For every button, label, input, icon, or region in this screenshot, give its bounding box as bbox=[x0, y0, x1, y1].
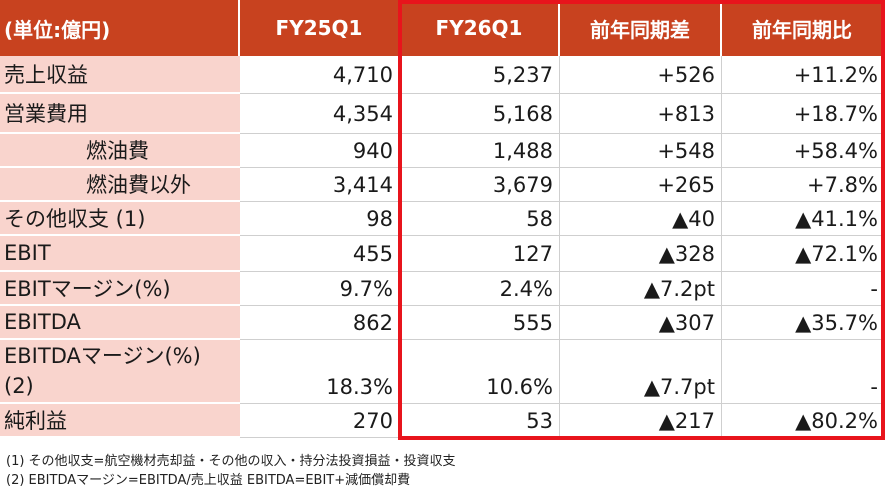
row-label: 売上収益 bbox=[0, 56, 240, 94]
table-row: 純利益 270 53 ▲217 ▲80.2% bbox=[0, 404, 886, 438]
value-yoy-diff: +548 bbox=[560, 134, 722, 168]
table-row: EBITDAマージン(%) (2) 18.3% 10.6% ▲7.7pt - bbox=[0, 340, 886, 404]
row-label: 燃油費 bbox=[0, 134, 240, 168]
footnotes: (1) その他収支=航空機材売却益・その他の収入・持分法投資損益・投資収支 (2… bbox=[6, 452, 455, 490]
value-fy26q1: 5,168 bbox=[400, 94, 560, 134]
value-fy26q1: 2.4% bbox=[400, 272, 560, 306]
value-fy26q1: 53 bbox=[400, 404, 560, 438]
value-fy26q1: 58 bbox=[400, 202, 560, 236]
table-row: 営業費用 4,354 5,168 +813 +18.7% bbox=[0, 94, 886, 134]
header-fy26q1: FY26Q1 bbox=[400, 0, 560, 56]
value-fy25q1: 940 bbox=[240, 134, 400, 168]
value-yoy-diff: +265 bbox=[560, 168, 722, 202]
value-yoy-diff: ▲40 bbox=[560, 202, 722, 236]
value-yoy-diff: ▲307 bbox=[560, 306, 722, 340]
value-fy26q1: 555 bbox=[400, 306, 560, 340]
row-label: 純利益 bbox=[0, 404, 240, 438]
table-row: EBITマージン(%) 9.7% 2.4% ▲7.2pt - bbox=[0, 272, 886, 306]
header-fy25q1: FY25Q1 bbox=[240, 0, 400, 56]
value-yoy-ratio: +18.7% bbox=[722, 94, 884, 134]
value-fy25q1: 455 bbox=[240, 236, 400, 272]
row-label: EBITDA bbox=[0, 306, 240, 340]
value-fy26q1: 127 bbox=[400, 236, 560, 272]
row-label: EBITDAマージン(%) (2) bbox=[0, 340, 240, 404]
value-fy26q1: 5,237 bbox=[400, 56, 560, 94]
footnote-1: (1) その他収支=航空機材売却益・その他の収入・持分法投資損益・投資収支 bbox=[6, 454, 456, 469]
row-label: 営業費用 bbox=[0, 94, 240, 134]
value-yoy-ratio: +58.4% bbox=[722, 134, 884, 168]
value-yoy-diff: +813 bbox=[560, 94, 722, 134]
header-yoy-diff: 前年同期差 bbox=[560, 0, 722, 56]
row-label-line2: (2) bbox=[4, 374, 34, 398]
value-yoy-ratio: ▲72.1% bbox=[722, 236, 884, 272]
value-yoy-diff: ▲217 bbox=[560, 404, 722, 438]
value-yoy-diff: ▲7.2pt bbox=[560, 272, 722, 306]
value-fy25q1: 4,710 bbox=[240, 56, 400, 94]
value-yoy-diff: +526 bbox=[560, 56, 722, 94]
value-fy25q1: 18.3% bbox=[240, 340, 400, 404]
table-row: 売上収益 4,710 5,237 +526 +11.2% bbox=[0, 56, 886, 94]
header-unit: (単位:億円) bbox=[0, 0, 240, 56]
table-row: 燃油費 940 1,488 +548 +58.4% bbox=[0, 134, 886, 168]
table-row: EBIT 455 127 ▲328 ▲72.1% bbox=[0, 236, 886, 272]
value-fy25q1: 270 bbox=[240, 404, 400, 438]
value-yoy-ratio: - bbox=[722, 272, 884, 306]
row-label: その他収支 (1) bbox=[0, 202, 240, 236]
value-fy26q1: 1,488 bbox=[400, 134, 560, 168]
value-fy25q1: 4,354 bbox=[240, 94, 400, 134]
value-fy25q1: 862 bbox=[240, 306, 400, 340]
value-yoy-ratio: +7.8% bbox=[722, 168, 884, 202]
row-label: EBITマージン(%) bbox=[0, 272, 240, 306]
value-fy26q1: 10.6% bbox=[400, 340, 560, 404]
value-fy26q1: 3,679 bbox=[400, 168, 560, 202]
value-yoy-diff: ▲328 bbox=[560, 236, 722, 272]
row-label-line1: EBITDAマージン(%) bbox=[4, 344, 201, 368]
footnote-2: (2) EBITDAマージン=EBITDA/売上収益 EBITDA=EBIT+減… bbox=[6, 473, 411, 488]
value-fy25q1: 9.7% bbox=[240, 272, 400, 306]
value-fy25q1: 98 bbox=[240, 202, 400, 236]
value-fy25q1: 3,414 bbox=[240, 168, 400, 202]
value-yoy-ratio: +11.2% bbox=[722, 56, 884, 94]
table-row: EBITDA 862 555 ▲307 ▲35.7% bbox=[0, 306, 886, 340]
table-row: 燃油費以外 3,414 3,679 +265 +7.8% bbox=[0, 168, 886, 202]
row-label: 燃油費以外 bbox=[0, 168, 240, 202]
value-yoy-ratio: ▲35.7% bbox=[722, 306, 884, 340]
table-row: その他収支 (1) 98 58 ▲40 ▲41.1% bbox=[0, 202, 886, 236]
value-yoy-ratio: ▲41.1% bbox=[722, 202, 884, 236]
value-yoy-ratio: - bbox=[722, 340, 884, 404]
value-yoy-diff: ▲7.7pt bbox=[560, 340, 722, 404]
header-row: (単位:億円) FY25Q1 FY26Q1 前年同期差 前年同期比 bbox=[0, 0, 886, 56]
value-yoy-ratio: ▲80.2% bbox=[722, 404, 884, 438]
row-label: EBIT bbox=[0, 236, 240, 272]
header-yoy-ratio: 前年同期比 bbox=[722, 0, 884, 56]
